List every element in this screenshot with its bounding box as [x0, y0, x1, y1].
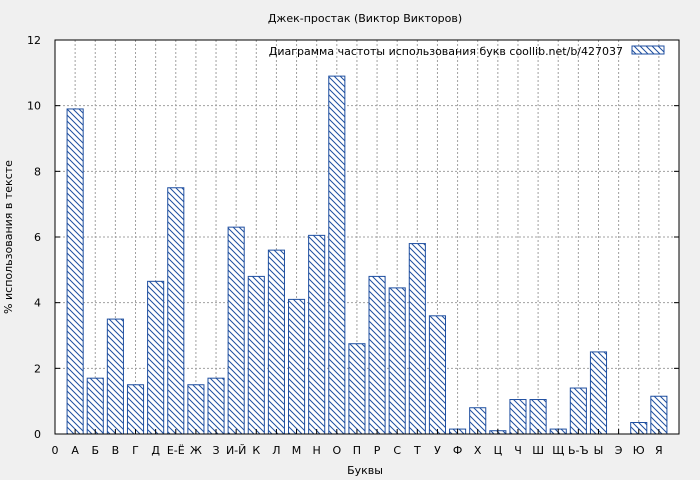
bar [187, 384, 205, 435]
x-tick-label: О [332, 444, 341, 457]
x-tick-label: Ф [453, 444, 462, 457]
bar [388, 287, 406, 435]
x-tick-label: Л [272, 444, 280, 457]
x-tick-label: Ш [532, 444, 544, 457]
bar [207, 377, 225, 435]
x-tick-label: Н [313, 444, 321, 457]
bar [66, 108, 84, 435]
x-tick-label: П [353, 444, 361, 457]
bar [328, 75, 346, 435]
x-tick-label: Ц [494, 444, 503, 457]
x-tick-label: Я [655, 444, 663, 457]
bar [227, 226, 245, 435]
y-tick-label: 10 [27, 100, 41, 113]
x-tick-label: К [252, 444, 260, 457]
bar [569, 387, 587, 435]
x-tick-label: Ж [190, 444, 202, 457]
x-tick-label: И-Й [226, 444, 246, 457]
x-tick-label: Ы [594, 444, 604, 457]
y-tick-label: 6 [34, 231, 41, 244]
y-tick-label: 2 [34, 362, 41, 375]
y-tick-label: 0 [34, 428, 41, 441]
x-tick-label: Э [615, 444, 623, 457]
x-tick-label: С [393, 444, 401, 457]
bar [428, 315, 447, 435]
chart-title: Джек-простак (Виктор Викторов) [268, 12, 462, 25]
x-tick-label: Т [413, 444, 421, 457]
bar [126, 384, 145, 435]
y-tick-label: 12 [27, 34, 41, 47]
bar [408, 243, 426, 435]
y-axis-label: % использования в тексте [2, 160, 15, 314]
x-tick-label: Г [132, 444, 139, 457]
x-axis-label: Буквы [347, 464, 383, 477]
bar [86, 377, 104, 435]
x-tick-label: Щ [552, 444, 564, 457]
x-tick-label: М [292, 444, 302, 457]
bar [287, 298, 306, 435]
bar [308, 234, 326, 435]
y-axis-ticks: 0 2 4 6 8 10 12 [27, 34, 679, 441]
x-tick-label: Х [474, 444, 482, 457]
bar [106, 318, 124, 435]
bar [509, 399, 527, 435]
bar [267, 249, 285, 435]
x-tick-label: А [71, 444, 79, 457]
x-axis-ticks: 0 А Б В Г Д Е-Ё Ж З И-Й К Л М Н О П Р С Т У Ф Х Ц Ч Ш Щ Ь-Ъ Ы Э Ю Я [52, 429, 663, 457]
bar [589, 351, 608, 435]
x-tick-label: В [112, 444, 120, 457]
bar [368, 275, 386, 435]
bar [348, 343, 366, 435]
x-tick-label: Р [374, 444, 381, 457]
x-tick-label: Б [91, 444, 99, 457]
x-tick-label: Ь-Ъ [568, 444, 589, 457]
x-tick-label: З [213, 444, 220, 457]
y-tick-label: 8 [34, 165, 41, 178]
y-tick-label: 4 [34, 297, 41, 310]
bars-group [66, 75, 668, 435]
bar [247, 275, 265, 435]
bar [147, 280, 165, 435]
x-tick-label: Д [151, 444, 160, 457]
legend-swatch [631, 45, 665, 55]
bar [167, 187, 185, 435]
x-tick-label: У [434, 444, 441, 457]
bar [650, 395, 668, 435]
x-tick-label: 0 [52, 444, 59, 457]
legend: Диаграмма частоты использования букв coo… [269, 45, 665, 58]
x-tick-label: Ю [633, 444, 645, 457]
bar [529, 399, 547, 435]
legend-label: Диаграмма частоты использования букв coo… [269, 45, 623, 58]
x-tick-label: Е-Ё [167, 444, 185, 457]
x-tick-label: Ч [514, 444, 522, 457]
